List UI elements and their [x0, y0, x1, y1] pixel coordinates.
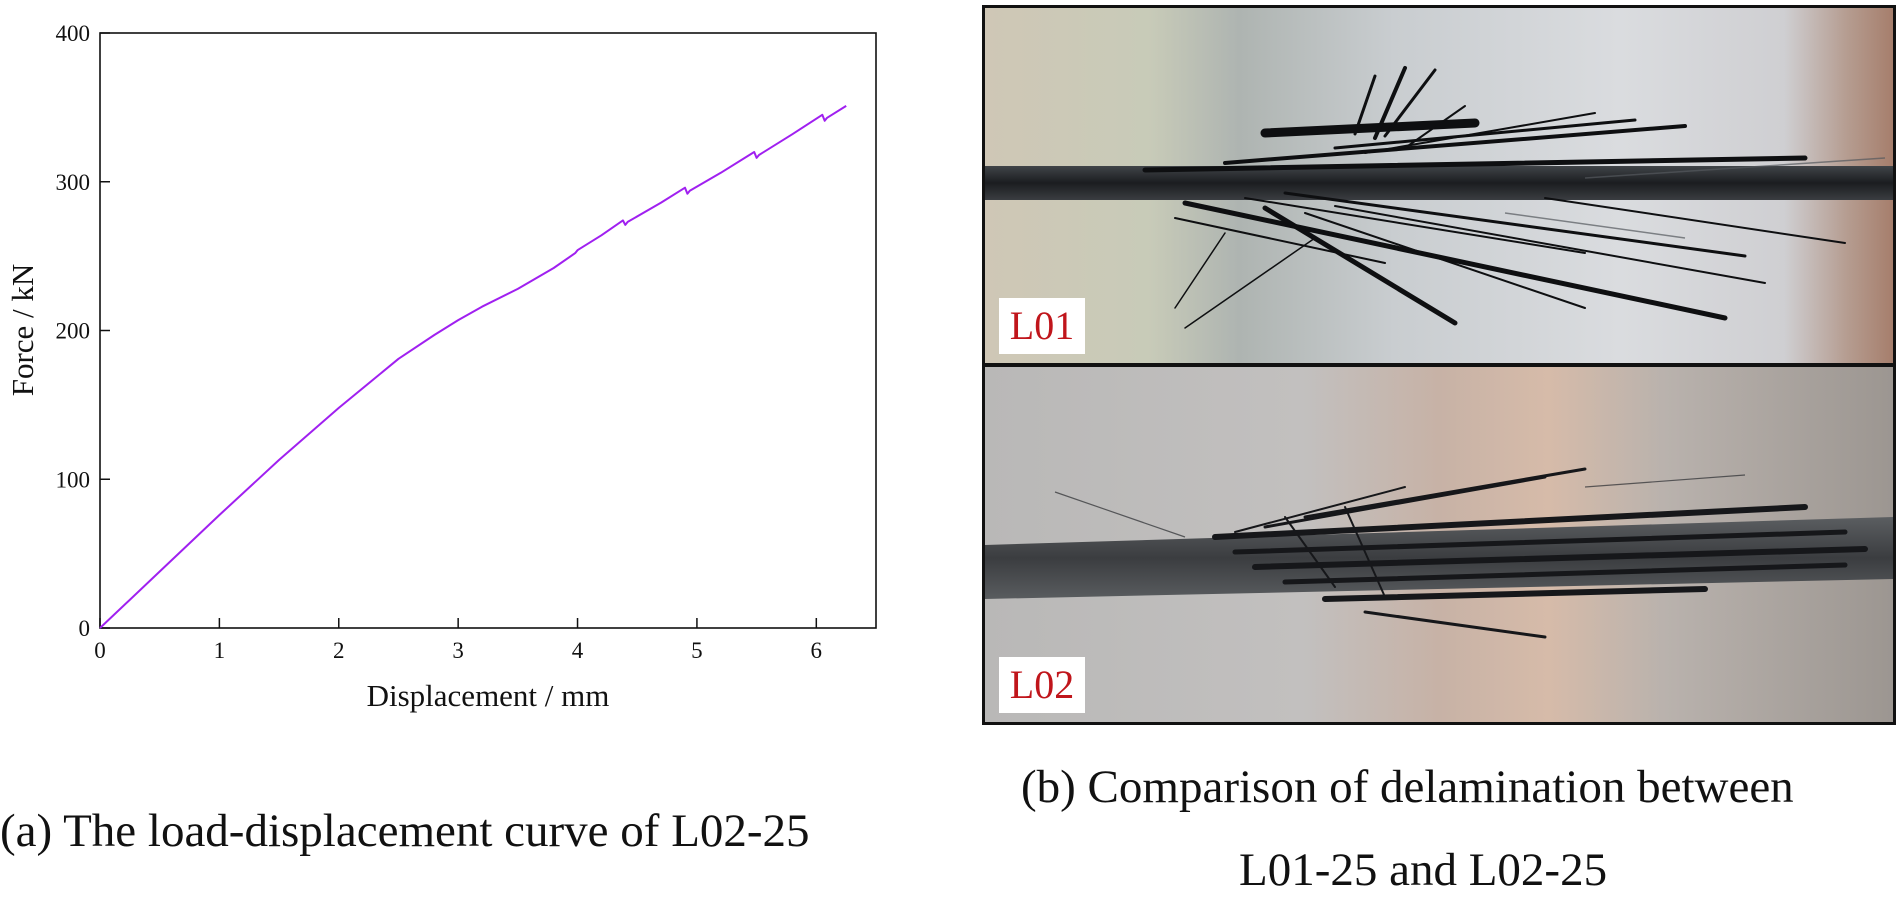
- photo-l02: L02: [985, 367, 1893, 722]
- x-tick-label: 4: [572, 638, 584, 663]
- photo-divider: [985, 363, 1893, 367]
- y-tick-label: 400: [56, 21, 91, 46]
- x-tick-label: 0: [94, 638, 106, 663]
- force-displacement-line: [99, 105, 847, 629]
- load-displacement-chart: 0 1 2 3 4 5 6 0 100 200 300 400 Displacement / mm F…: [5, 21, 877, 713]
- caption-b-line2: L01-25 and L02-25: [1239, 844, 1608, 896]
- x-tick-label: 1: [214, 638, 226, 663]
- caption-a: (a) The load-displacement curve of L02-2…: [0, 805, 810, 857]
- plot-frame: [99, 32, 877, 629]
- y-tick-label: 100: [56, 467, 91, 492]
- x-tick-label: 3: [452, 638, 464, 663]
- x-tick-label: 6: [811, 638, 823, 663]
- photo-label-l01: L01: [999, 298, 1085, 354]
- photo-label-l02: L02: [999, 657, 1085, 713]
- y-axis-label: Force / kN: [5, 264, 40, 397]
- x-axis-label: Displacement / mm: [367, 678, 610, 713]
- delamination-photos: L01: [982, 5, 1896, 725]
- y-tick-label: 0: [79, 616, 91, 641]
- x-tick-label: 2: [333, 638, 345, 663]
- y-tick-label: 300: [56, 170, 91, 195]
- photo-l01: L01: [985, 8, 1893, 363]
- y-tick-label: 200: [56, 319, 91, 344]
- caption-b-line1: (b) Comparison of delamination between: [1021, 761, 1794, 813]
- x-tick-label: 5: [691, 638, 703, 663]
- axis-ticks: 0 1 2 3 4 5 6 0 100 200 300 400: [56, 21, 823, 663]
